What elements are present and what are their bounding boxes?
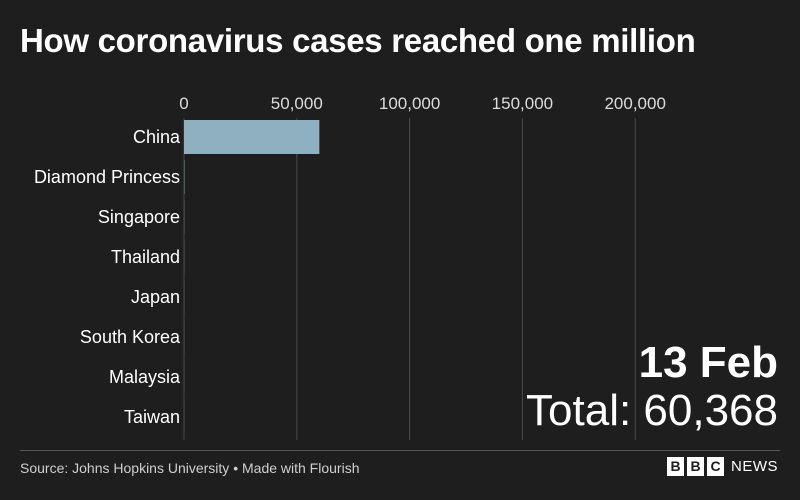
chart-title: How coronavirus cases reached one millio… — [20, 22, 696, 59]
x-tick-label: 0 — [179, 94, 188, 113]
logo-block: B — [667, 457, 684, 476]
category-label: Thailand — [111, 247, 180, 267]
logo-block: C — [707, 457, 724, 476]
x-tick-label: 100,000 — [379, 94, 440, 113]
category-label: South Korea — [80, 327, 181, 347]
logo-news-text: NEWS — [731, 458, 778, 475]
category-label: Japan — [131, 287, 180, 307]
bar — [184, 120, 320, 154]
category-label: Taiwan — [124, 407, 180, 427]
x-tick-label: 200,000 — [604, 94, 665, 113]
x-tick-label: 50,000 — [271, 94, 323, 113]
bars — [184, 120, 320, 434]
x-axis-ticks: 0 50,000 100,000 150,000 200,000 — [179, 94, 666, 113]
logo-block: B — [687, 457, 704, 476]
category-label: Diamond Princess — [34, 167, 180, 187]
footer-divider — [20, 450, 780, 451]
x-tick-label: 150,000 — [492, 94, 553, 113]
date-annotation: 13 Feb — [638, 338, 778, 387]
category-label: Malaysia — [109, 367, 181, 387]
source-text: Source: Johns Hopkins University • Made … — [20, 460, 360, 476]
category-label: Singapore — [98, 207, 180, 227]
category-labels: China Diamond Princess Singapore Thailand Ja… — [34, 127, 181, 427]
bbc-news-logo: B B C NEWS — [667, 457, 778, 476]
total-annotation: Total: 60,368 — [526, 386, 778, 435]
category-label: China — [133, 127, 181, 147]
